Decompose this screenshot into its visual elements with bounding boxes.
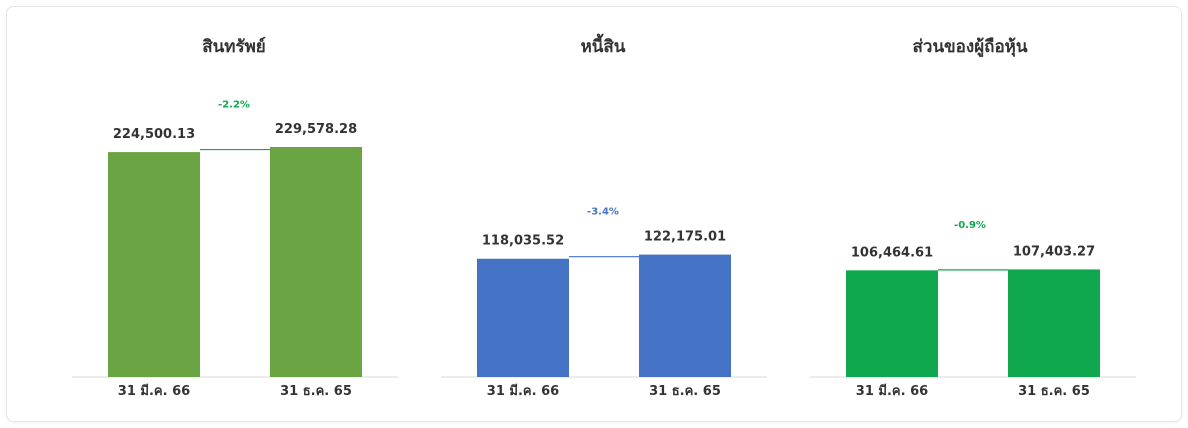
- value-label: 106,464.61: [851, 245, 933, 260]
- chart-frame: [6, 6, 1182, 422]
- value-label: 107,403.27: [1013, 244, 1095, 259]
- value-label: 224,500.13: [113, 127, 195, 142]
- bar-2: [1008, 269, 1100, 377]
- category-label: 31 ธ.ค. 65: [649, 384, 721, 399]
- category-label: 31 มี.ค. 66: [118, 383, 190, 399]
- category-label: 31 ธ.ค. 65: [1018, 384, 1090, 399]
- chart-panel-3: ส่วนของผู้ถือหุ้น 106,464.61 31 มี.ค. 66 10…: [810, 36, 1136, 399]
- bar-2: [270, 147, 362, 377]
- value-label: 229,578.28: [275, 122, 357, 137]
- panel-title: ส่วนของผู้ถือหุ้น: [913, 36, 1028, 58]
- value-label: 118,035.52: [482, 234, 564, 249]
- category-label: 31 ธ.ค. 65: [280, 384, 352, 399]
- change-label: -2.2%: [218, 100, 250, 111]
- bar-1: [846, 270, 938, 377]
- change-label: -0.9%: [954, 220, 986, 231]
- category-label: 31 มี.ค. 66: [487, 383, 559, 399]
- chart-panel-1: สินทรัพย์ 224,500.13 31 มี.ค. 66 229,578.28…: [72, 36, 398, 399]
- panel-title: สินทรัพย์: [202, 36, 266, 57]
- category-label: 31 มี.ค. 66: [856, 383, 928, 399]
- panel-title: หนี้สิน: [581, 33, 626, 57]
- bar-1: [108, 152, 200, 377]
- value-label: 122,175.01: [644, 230, 726, 245]
- bar-1: [477, 258, 569, 377]
- change-label: -3.4%: [587, 207, 619, 218]
- bar-2: [639, 254, 731, 377]
- chart-panel-2: หนี้สิน 118,035.52 31 มี.ค. 66 122,175.01 31…: [441, 33, 767, 399]
